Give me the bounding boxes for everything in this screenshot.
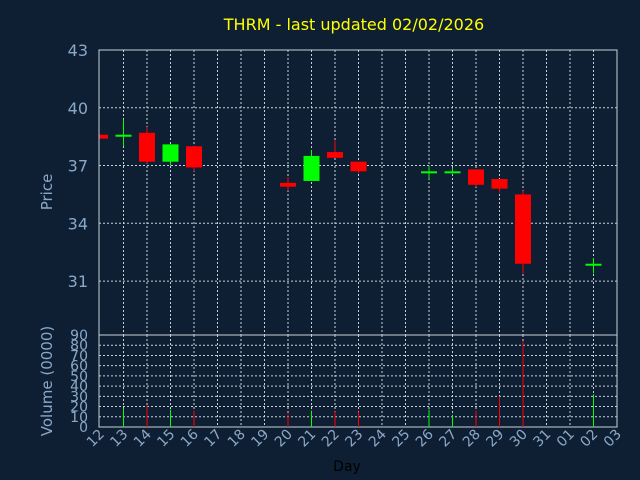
candle-21 <box>303 150 320 181</box>
candle-28 <box>468 169 484 187</box>
chart-title: THRM - last updated 02/02/2026 <box>223 15 484 34</box>
volume-tick-label: 30 <box>70 389 88 405</box>
x-tick-label: 13 <box>107 427 131 451</box>
x-tick-label: 15 <box>154 427 178 451</box>
candle-02 <box>585 257 602 274</box>
price-grid <box>99 49 617 335</box>
volume-bars <box>123 341 594 427</box>
x-tick-label: 02 <box>577 427 601 451</box>
x-tick-label: 19 <box>248 427 272 451</box>
price-tick-label: 37 <box>68 157 88 176</box>
price-panel-frame <box>98 49 618 336</box>
volume-tick-label: 20 <box>70 400 88 416</box>
x-tick-label: 30 <box>507 427 531 451</box>
candle-body <box>303 155 320 181</box>
x-tick-label: 25 <box>389 427 413 451</box>
x-tick-label: 03 <box>601 427 625 451</box>
candle-body <box>515 194 531 264</box>
price-tick-label: 31 <box>68 272 88 291</box>
volume-axis-label: Volume (0000) <box>38 326 56 436</box>
candle-body <box>350 161 367 172</box>
candles <box>99 119 602 274</box>
volume-tick-label: 90 <box>70 328 88 344</box>
candle-body <box>468 169 484 185</box>
candle-body <box>421 171 437 174</box>
x-tick-label: 26 <box>413 426 437 450</box>
x-tick-label: 23 <box>342 427 366 451</box>
x-tick-label: 22 <box>319 427 343 451</box>
volume-tick-label: 80 <box>70 338 88 354</box>
candle-23 <box>350 161 367 174</box>
candle-body <box>280 182 296 187</box>
candle-body <box>327 152 343 158</box>
price-axis-label: Price <box>38 174 56 211</box>
candle-body <box>444 171 461 174</box>
x-tick-label: 31 <box>530 427 554 451</box>
candle-15 <box>162 144 179 166</box>
x-tick-label: 21 <box>295 427 319 451</box>
candle-16 <box>186 146 202 172</box>
price-tick-label: 43 <box>68 41 88 60</box>
x-tick-label: 01 <box>554 427 578 451</box>
x-tick-label: 18 <box>225 427 249 451</box>
x-tick-label: 28 <box>460 427 484 451</box>
price-y-ticks: 43 40 37 34 31 <box>68 41 88 291</box>
x-tick-label: 27 <box>436 427 460 451</box>
candle-body <box>100 134 108 139</box>
candle-30 <box>515 190 531 274</box>
candle-body <box>186 146 202 168</box>
x-tick-label: 14 <box>131 426 155 450</box>
price-tick-label: 40 <box>68 99 88 118</box>
x-axis-label: Day <box>333 459 361 475</box>
candle-26 <box>421 165 437 180</box>
volume-tick-label: 50 <box>70 369 88 385</box>
x-tick-label: 17 <box>201 427 225 451</box>
x-tick-label: 16 <box>178 426 202 450</box>
x-tick-label: 24 <box>366 426 390 450</box>
x-ticks: 12 13 14 15 16 17 18 19 20 21 22 23 24 25 26 27 28 29 30 31… <box>84 426 625 450</box>
price-tick-label: 34 <box>68 214 88 233</box>
candle-body <box>115 134 132 137</box>
candle-13 <box>115 119 132 147</box>
candle-20 <box>280 177 296 191</box>
volume-tick-label: 70 <box>70 348 88 364</box>
candle-29 <box>491 179 508 193</box>
volume-tick-label: 40 <box>70 379 88 395</box>
candle-22 <box>327 140 343 158</box>
x-tick-label: 29 <box>483 427 507 451</box>
volume-tick-label: 0 <box>79 420 88 436</box>
candle-14 <box>139 127 155 164</box>
volume-tick-label: 60 <box>70 359 88 375</box>
volume-tick-label: 10 <box>70 410 88 426</box>
candle-body <box>139 132 155 162</box>
candle-body <box>491 179 508 189</box>
candle-body <box>162 144 179 162</box>
candle-body <box>585 263 602 266</box>
candle-27 <box>444 167 461 174</box>
candle-12 <box>99 134 108 139</box>
x-tick-label: 20 <box>272 427 296 451</box>
